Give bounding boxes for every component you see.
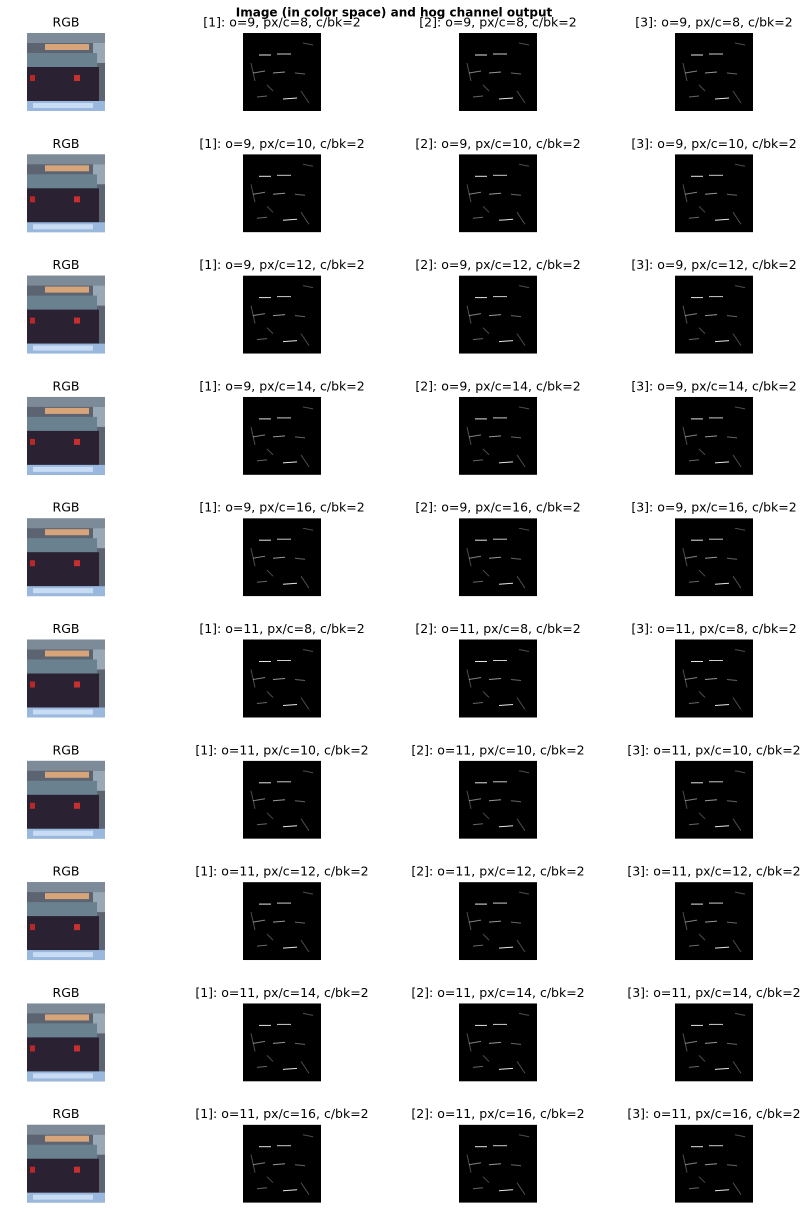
- panel-title: [1]: o=11, px/c=16, c/bk=2: [195, 1106, 368, 1121]
- hog-image: [459, 154, 537, 233]
- panel-title: RGB: [53, 742, 80, 757]
- panel-title: [3]: o=9, px/c=10, c/bk=2: [631, 136, 796, 151]
- hog-image: [459, 639, 537, 718]
- panel-title: RGB: [53, 1106, 80, 1121]
- hog-image: [243, 639, 321, 718]
- panel-title: [3]: o=11, px/c=10, c/bk=2: [627, 742, 800, 757]
- hog-image: [459, 1124, 537, 1203]
- hog-image: [675, 760, 753, 839]
- panel-title: [1]: o=11, px/c=8, c/bk=2: [199, 621, 364, 636]
- rgb-image: [27, 639, 105, 718]
- rgb-image: [27, 1124, 105, 1203]
- panel-title: [3]: o=9, px/c=8, c/bk=2: [635, 15, 792, 30]
- panel-title: RGB: [53, 257, 80, 272]
- panel-title: [2]: o=11, px/c=8, c/bk=2: [415, 621, 580, 636]
- panel-title: RGB: [53, 500, 80, 515]
- hog-image: [243, 1003, 321, 1082]
- panel-title: [1]: o=11, px/c=10, c/bk=2: [195, 742, 368, 757]
- panel-title: RGB: [53, 985, 80, 1000]
- hog-image: [459, 33, 537, 111]
- panel-title: [2]: o=11, px/c=12, c/bk=2: [411, 864, 584, 879]
- hog-image: [675, 882, 753, 961]
- panel-title: [2]: o=11, px/c=10, c/bk=2: [411, 742, 584, 757]
- hog-image: [243, 518, 321, 597]
- panel-title: [1]: o=9, px/c=16, c/bk=2: [199, 500, 364, 515]
- rgb-image: [27, 33, 105, 111]
- hog-image: [459, 1003, 537, 1082]
- hog-image: [243, 33, 321, 111]
- panel-title: [2]: o=9, px/c=10, c/bk=2: [415, 136, 580, 151]
- rgb-image: [27, 1003, 105, 1082]
- panel-title: [1]: o=9, px/c=8, c/bk=2: [203, 15, 360, 30]
- panel-title: [3]: o=11, px/c=12, c/bk=2: [627, 864, 800, 879]
- panel-title: [1]: o=9, px/c=10, c/bk=2: [199, 136, 364, 151]
- hog-image: [243, 154, 321, 233]
- panel-title: [1]: o=11, px/c=14, c/bk=2: [195, 985, 368, 1000]
- hog-image: [243, 760, 321, 839]
- panel-title: [2]: o=11, px/c=14, c/bk=2: [411, 985, 584, 1000]
- panel-title: [1]: o=9, px/c=14, c/bk=2: [199, 378, 364, 393]
- hog-image: [243, 275, 321, 354]
- hog-image: [459, 518, 537, 597]
- hog-image: [675, 1003, 753, 1082]
- hog-image: [675, 396, 753, 475]
- panel-title: [3]: o=9, px/c=14, c/bk=2: [631, 378, 796, 393]
- hog-image: [243, 396, 321, 475]
- panel-title: [3]: o=11, px/c=14, c/bk=2: [627, 985, 800, 1000]
- rgb-image: [27, 760, 105, 839]
- rgb-image: [27, 396, 105, 475]
- hog-image: [675, 33, 753, 111]
- panel-title: [3]: o=11, px/c=8, c/bk=2: [631, 621, 796, 636]
- hog-image: [675, 518, 753, 597]
- panel-title: [1]: o=11, px/c=12, c/bk=2: [195, 864, 368, 879]
- panel-title: [2]: o=9, px/c=8, c/bk=2: [419, 15, 576, 30]
- rgb-image: [27, 154, 105, 233]
- rgb-image: [27, 518, 105, 597]
- panel-title: RGB: [53, 621, 80, 636]
- hog-image: [675, 639, 753, 718]
- panel-title: RGB: [53, 15, 80, 30]
- hog-image: [675, 1124, 753, 1203]
- panel-title: [3]: o=11, px/c=16, c/bk=2: [627, 1106, 800, 1121]
- panel-title: [2]: o=9, px/c=16, c/bk=2: [415, 500, 580, 515]
- panel-title: [2]: o=9, px/c=12, c/bk=2: [415, 257, 580, 272]
- hog-image: [459, 275, 537, 354]
- hog-image: [243, 882, 321, 961]
- hog-image: [675, 275, 753, 354]
- hog-image: [675, 154, 753, 233]
- hog-image: [459, 882, 537, 961]
- rgb-image: [27, 275, 105, 354]
- panel-title: RGB: [53, 136, 80, 151]
- panel-title: RGB: [53, 378, 80, 393]
- panel-title: [2]: o=9, px/c=14, c/bk=2: [415, 378, 580, 393]
- panel-title: RGB: [53, 864, 80, 879]
- hog-image: [459, 396, 537, 475]
- hog-image: [243, 1124, 321, 1203]
- hog-image: [459, 760, 537, 839]
- figure-title: Image (in color space) and hog channel o…: [236, 6, 553, 20]
- rgb-image: [27, 882, 105, 961]
- panel-title: [3]: o=9, px/c=16, c/bk=2: [631, 500, 796, 515]
- panel-title: [1]: o=9, px/c=12, c/bk=2: [199, 257, 364, 272]
- panel-title: [2]: o=11, px/c=16, c/bk=2: [411, 1106, 584, 1121]
- panel-title: [3]: o=9, px/c=12, c/bk=2: [631, 257, 796, 272]
